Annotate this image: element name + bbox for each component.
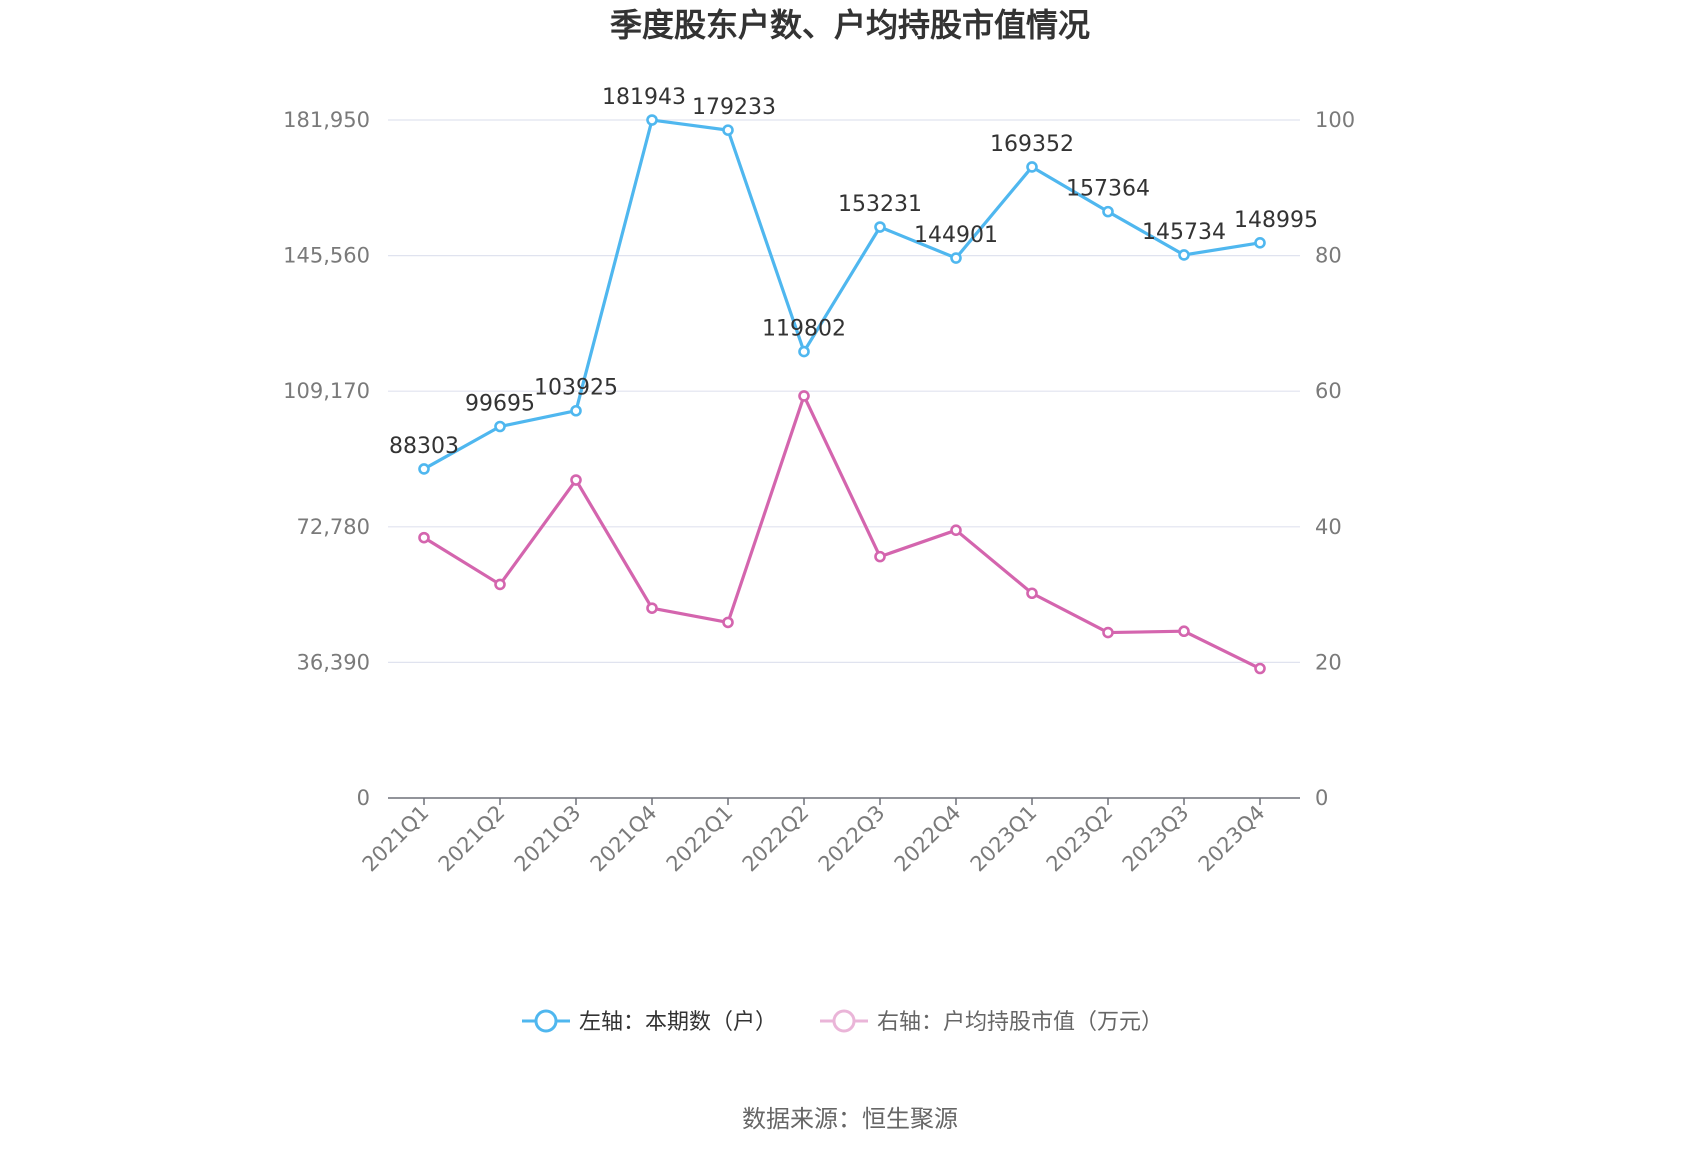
data-point [1178,249,1190,261]
left-y-tick-label: 72,780 [297,515,370,539]
x-axis: 2021Q1 2021Q2 2021Q3 2021Q4 2022Q1 2022Q2 2022… [358,797,1300,877]
data-label: 145734 [1142,220,1226,245]
x-tick-label: 2021Q3 [510,801,586,877]
data-label: 181943 [602,85,686,110]
x-tick-label: 2023Q3 [1118,801,1194,877]
right-y-tick-label: 20 [1315,650,1342,674]
series-line-left [423,118,1261,471]
data-point [418,463,430,475]
left-y-tick-label: 181,950 [283,108,370,132]
data-point [646,114,658,126]
left-y-tick-label: 0 [357,786,370,810]
legend-item-left-series[interactable]: 左轴：本期数（户） [522,1009,777,1035]
right-y-tick-label: 60 [1315,379,1342,403]
x-tick-label: 2022Q2 [738,801,814,877]
series-layer [418,114,1266,675]
data-source: 数据来源：恒生聚源 [742,1105,958,1133]
data-point [874,221,886,233]
data-point [874,550,886,563]
x-tick-label: 2023Q1 [966,801,1042,877]
x-tick-label: 2022Q4 [890,801,966,877]
right-y-axis: 0 20 40 60 80 100 [1315,108,1355,810]
data-point [1254,237,1266,249]
legend-label-left-series: 左轴：本期数（户） [579,1010,777,1035]
data-point [1102,205,1114,218]
legend: 左轴：本期数（户） 右轴：户均持股市值（万元） [522,1009,1163,1035]
right-y-tick-label: 40 [1315,515,1342,539]
data-label: 169352 [990,132,1074,157]
data-label: 148995 [1234,208,1318,233]
data-point [494,420,506,433]
left-y-tick-label: 145,560 [283,244,370,268]
data-point [570,404,582,417]
x-tick-label: 2023Q2 [1042,801,1118,877]
data-point [798,390,810,402]
chart-title: 季度股东户数、户均持股市值情况 [610,6,1090,44]
data-point [1254,662,1266,675]
data-point [950,524,962,536]
data-label: 179233 [692,95,776,120]
x-tick-label: 2021Q4 [586,801,662,877]
right-y-tick-label: 80 [1315,244,1342,268]
series-line-right [423,394,1261,670]
data-point [494,578,506,591]
data-label: 144901 [914,223,998,248]
left-y-tick-label: 109,170 [283,379,370,403]
data-label: 157364 [1066,177,1150,202]
left-y-axis: 0 36,390 72,780 109,170 145,560 181,950 [283,108,370,810]
x-tick-label: 2023Q4 [1194,801,1270,877]
data-point [1026,587,1038,600]
data-point [950,252,962,264]
legend-swatch-marker [832,1009,856,1033]
data-point [1102,626,1114,639]
data-label: 99695 [465,392,535,417]
data-point [722,616,734,629]
data-label: 88303 [389,434,459,459]
data-point [722,124,734,136]
data-point [798,345,810,358]
data-point [418,531,430,544]
x-tick-label: 2021Q1 [358,801,434,877]
right-y-tick-label: 0 [1315,786,1328,810]
data-label: 119802 [762,317,846,342]
data-point [1026,161,1038,173]
left-y-tick-label: 36,390 [297,650,370,674]
x-tick-label: 2022Q3 [814,801,890,877]
data-point [1178,625,1190,638]
x-tick-label: 2021Q2 [434,801,510,877]
data-point [646,602,658,614]
legend-item-right-series[interactable]: 右轴：户均持股市值（万元） [820,1009,1163,1035]
data-label: 103925 [534,376,618,401]
legend-label-right-series: 右轴：户均持股市值（万元） [877,1010,1163,1035]
legend-swatch-marker [534,1009,558,1033]
x-tick-label: 2022Q1 [662,801,738,877]
data-label: 153231 [838,192,922,217]
right-y-tick-label: 100 [1315,108,1355,132]
data-point [570,474,582,486]
